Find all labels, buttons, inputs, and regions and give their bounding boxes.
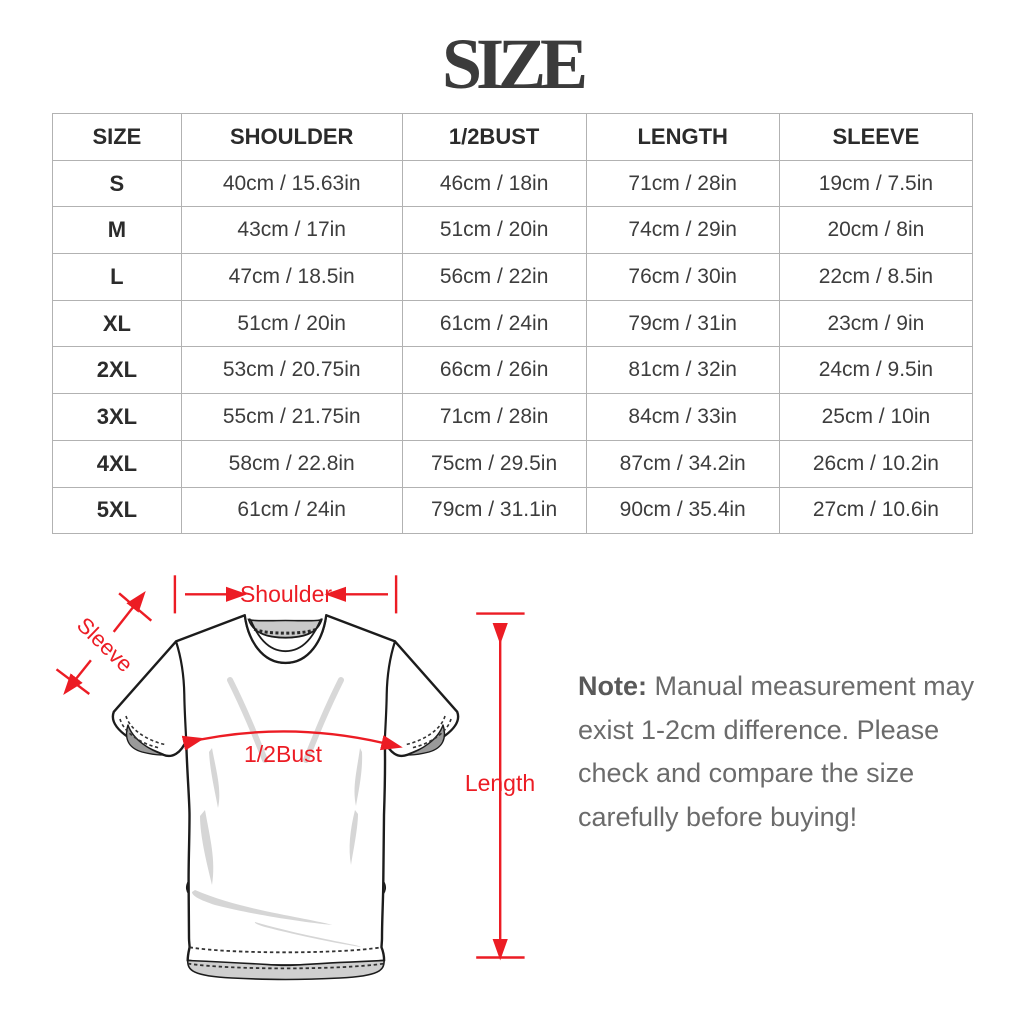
svg-text:Sleeve: Sleeve — [72, 612, 138, 677]
svg-text:1/2Bust: 1/2Bust — [244, 741, 323, 767]
svg-text:Length: Length — [465, 770, 535, 796]
svg-text:Shoulder: Shoulder — [240, 581, 332, 607]
